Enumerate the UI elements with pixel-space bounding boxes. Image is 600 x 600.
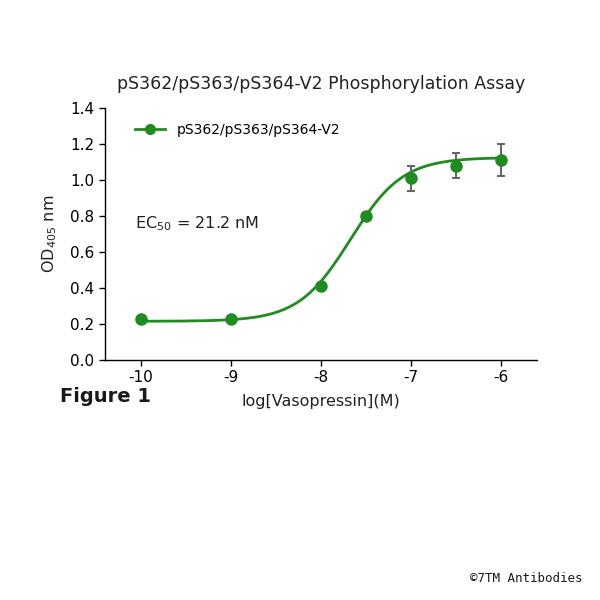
Text: Figure 1: Figure 1 <box>60 387 151 406</box>
Text: EC$_{50}$ = 21.2 nM: EC$_{50}$ = 21.2 nM <box>135 215 259 233</box>
Title: pS362/pS363/pS364-V2 Phosphorylation Assay: pS362/pS363/pS364-V2 Phosphorylation Ass… <box>117 74 525 92</box>
Legend: pS362/pS363/pS364-V2: pS362/pS363/pS364-V2 <box>129 118 346 143</box>
Y-axis label: OD$_{405}$ nm: OD$_{405}$ nm <box>41 195 59 273</box>
Text: ©7TM Antibodies: ©7TM Antibodies <box>470 572 582 585</box>
X-axis label: log[Vasopressin](M): log[Vasopressin](M) <box>242 394 400 409</box>
